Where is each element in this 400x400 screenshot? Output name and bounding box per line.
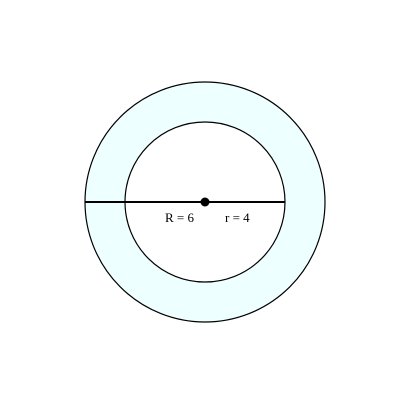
center-point [200,197,210,207]
inner-radius-label: r = 4 [225,210,250,225]
outer-radius-label: R = 6 [165,210,195,225]
